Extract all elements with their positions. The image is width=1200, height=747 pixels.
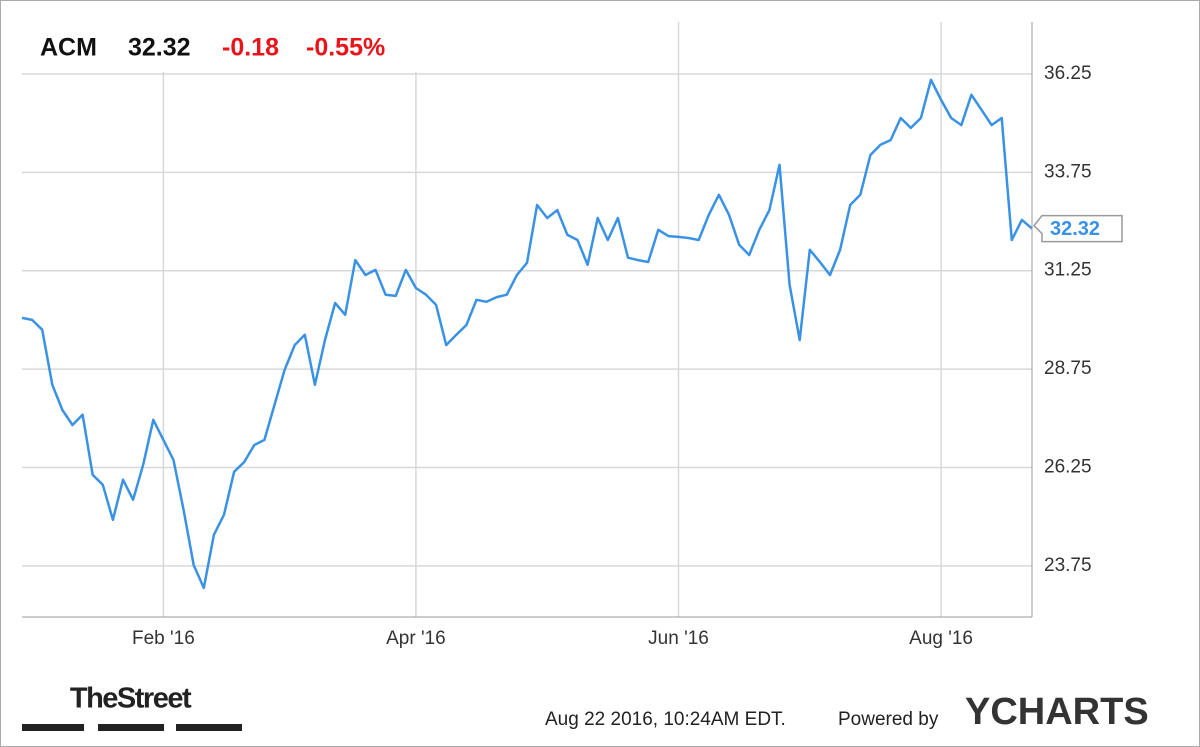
y-tick-label: 23.75: [1044, 555, 1092, 576]
brand: YCHARTS: [965, 691, 1149, 733]
header-box: [22, 22, 420, 72]
logo-bar: [22, 724, 84, 731]
change: -0.18: [222, 34, 279, 62]
price: 32.32: [128, 34, 191, 62]
price-pointer: [1032, 214, 1123, 243]
plot-area: [22, 22, 1032, 617]
x-tick-label: Jun '16: [648, 628, 709, 649]
price-line: [21, 78, 1033, 590]
source-logo: TheStreet: [70, 683, 192, 715]
change-pct: -0.55%: [306, 34, 385, 62]
y-tick-label: 26.25: [1044, 456, 1092, 477]
y-tick-label: 28.75: [1044, 358, 1092, 379]
y-tick-label: 36.25: [1044, 63, 1092, 84]
timestamp: Aug 22 2016, 10:24AM EDT.: [545, 709, 786, 730]
x-tick-label: Apr '16: [386, 628, 446, 649]
y-tick-label: 31.25: [1044, 260, 1092, 281]
last-price-label: 32.32: [1050, 218, 1100, 240]
ticker: ACM: [40, 34, 97, 62]
x-tick-label: Aug '16: [909, 628, 973, 649]
grid: [22, 22, 1032, 617]
powered-by: Powered by: [838, 709, 939, 730]
y-tick-label: 33.75: [1044, 161, 1092, 182]
lines: [21, 78, 1033, 590]
logo-bar: [98, 724, 164, 731]
logo-bar: [176, 724, 242, 731]
x-tick-label: Feb '16: [132, 628, 195, 649]
